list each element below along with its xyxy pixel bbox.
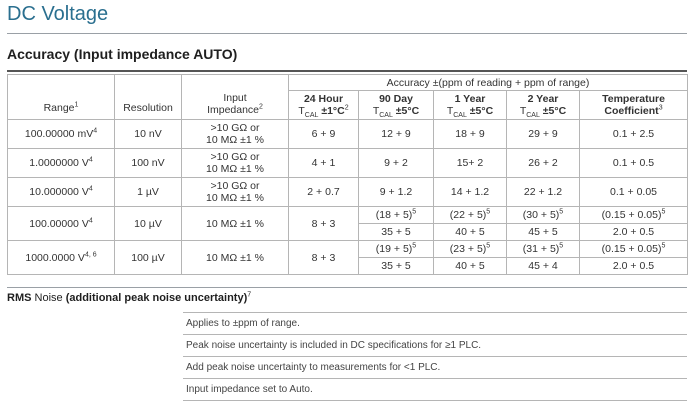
cell-24-hour: 6 + 9 [288, 119, 359, 149]
cell-2-year: 26 + 2 [506, 148, 580, 178]
section-divider [7, 70, 687, 72]
cell-90-day: 35 + 5 [358, 223, 434, 241]
cell-impedance: >10 GΩ or 10 MΩ ±1 % [181, 177, 289, 207]
cell-range: 1000.0000 V4, 6 [7, 240, 115, 275]
cell-temp-coeff-stability: (0.15 + 0.05)5 [578, 240, 689, 258]
table-row: 100.00000 V4 10 µV 10 MΩ ±1 % 8 + 3 (18 … [7, 206, 689, 241]
cell-resolution: 100 µV [114, 240, 182, 275]
cell-resolution: 10 nV [114, 119, 182, 149]
table-row: 1000.0000 V4, 6 100 µV 10 MΩ ±1 % 8 + 3 … [7, 240, 689, 275]
cell-2-year: 45 + 4 [506, 257, 580, 275]
cell-90-day-stability: (18 + 5)5 [358, 206, 434, 224]
cell-90-day: 9 + 2 [358, 148, 434, 178]
cell-24-hour: 2 + 0.7 [288, 177, 359, 207]
cell-resolution: 1 µV [114, 177, 182, 207]
cell-temp-coeff: 0.1 + 0.05 [578, 177, 689, 207]
section-title: Accuracy (Input impedance AUTO) [7, 46, 238, 62]
table-row: 100.00000 mV4 10 nV >10 GΩ or 10 MΩ ±1 % … [7, 119, 689, 149]
cell-impedance: 10 MΩ ±1 % [181, 240, 289, 275]
cell-90-day: 12 + 9 [358, 119, 434, 149]
cell-24-hour: 4 + 1 [288, 148, 359, 178]
cell-2-year-stability: (31 + 5)5 [506, 240, 580, 258]
cell-temp-coeff: 2.0 + 0.5 [578, 223, 689, 241]
cell-90-day-stability: (19 + 5)5 [358, 240, 434, 258]
header-1-year: 1 Year TCAL ±5°C [433, 90, 507, 120]
cell-2-year-stability: (30 + 5)5 [506, 206, 580, 224]
cell-90-day: 35 + 5 [358, 257, 434, 275]
cell-2-year: 29 + 9 [506, 119, 580, 149]
header-2-year: 2 Year TCAL ±5°C [506, 90, 580, 120]
rms-notes-list: Applies to ±ppm of range. Peak noise unc… [183, 312, 687, 401]
header-accuracy-band: Accuracy ±(ppm of reading + ppm of range… [287, 74, 689, 91]
cell-impedance: >10 GΩ or 10 MΩ ±1 % [181, 119, 289, 149]
header-90-day: 90 Day TCAL ±5°C [358, 90, 434, 120]
header-resolution: Resolution [114, 74, 182, 120]
cell-resolution: 100 nV [114, 148, 182, 178]
list-item: Applies to ±ppm of range. [183, 312, 687, 334]
header-24-hour: 24 Hour TCAL ±1°C2 [288, 90, 359, 120]
cell-1-year: 40 + 5 [433, 257, 507, 275]
cell-1-year: 14 + 1.2 [433, 177, 507, 207]
header-input-impedance: Input Impedance2 [181, 74, 289, 120]
cell-range: 10.000000 V4 [7, 177, 115, 207]
cell-range: 1.0000000 V4 [7, 148, 115, 178]
cell-1-year: 40 + 5 [433, 223, 507, 241]
list-item: Add peak noise uncertainty to measuremen… [183, 356, 687, 378]
cell-90-day: 9 + 1.2 [358, 177, 434, 207]
cell-resolution: 10 µV [114, 206, 182, 241]
cell-temp-coeff-stability: (0.15 + 0.05)5 [578, 206, 689, 224]
cell-temp-coeff: 0.1 + 2.5 [578, 119, 689, 149]
cell-2-year: 45 + 5 [506, 223, 580, 241]
accuracy-table: Range1 Resolution Input Impedance2 Accur… [7, 74, 689, 275]
cell-impedance: 10 MΩ ±1 % [181, 206, 289, 241]
rms-noise-heading: RMS Noise (additional peak noise uncerta… [7, 291, 252, 304]
header-range: Range1 [7, 74, 115, 120]
cell-1-year-stability: (23 + 5)5 [433, 240, 507, 258]
cell-24-hour: 8 + 3 [288, 206, 359, 241]
table-row: 35 + 5 40 + 5 45 + 4 2.0 + 0.5 [8, 257, 689, 275]
title-divider [7, 33, 687, 34]
cell-2-year: 22 + 1.2 [506, 177, 580, 207]
header-temperature-coefficient: Temperature Coefficient3 [578, 90, 689, 120]
cell-range: 100.00000 mV4 [7, 119, 115, 149]
cell-temp-coeff: 0.1 + 0.5 [578, 148, 689, 178]
cell-impedance: >10 GΩ or 10 MΩ ±1 % [181, 148, 289, 178]
cell-1-year-stability: (22 + 5)5 [433, 206, 507, 224]
cell-1-year: 18 + 9 [433, 119, 507, 149]
list-item: Peak noise uncertainty is included in DC… [183, 334, 687, 356]
page-title: DC Voltage [7, 3, 109, 25]
table-row: 10.000000 V4 1 µV >10 GΩ or 10 MΩ ±1 % 2 … [7, 177, 689, 207]
table-row: 1.0000000 V4 100 nV >10 GΩ or 10 MΩ ±1 % … [7, 148, 689, 178]
rms-divider [7, 287, 687, 288]
cell-24-hour: 8 + 3 [288, 240, 359, 275]
list-item: Input impedance set to Auto. [183, 378, 687, 401]
cell-range: 100.00000 V4 [7, 206, 115, 241]
cell-1-year: 15+ 2 [433, 148, 507, 178]
cell-temp-coeff: 2.0 + 0.5 [578, 257, 689, 275]
